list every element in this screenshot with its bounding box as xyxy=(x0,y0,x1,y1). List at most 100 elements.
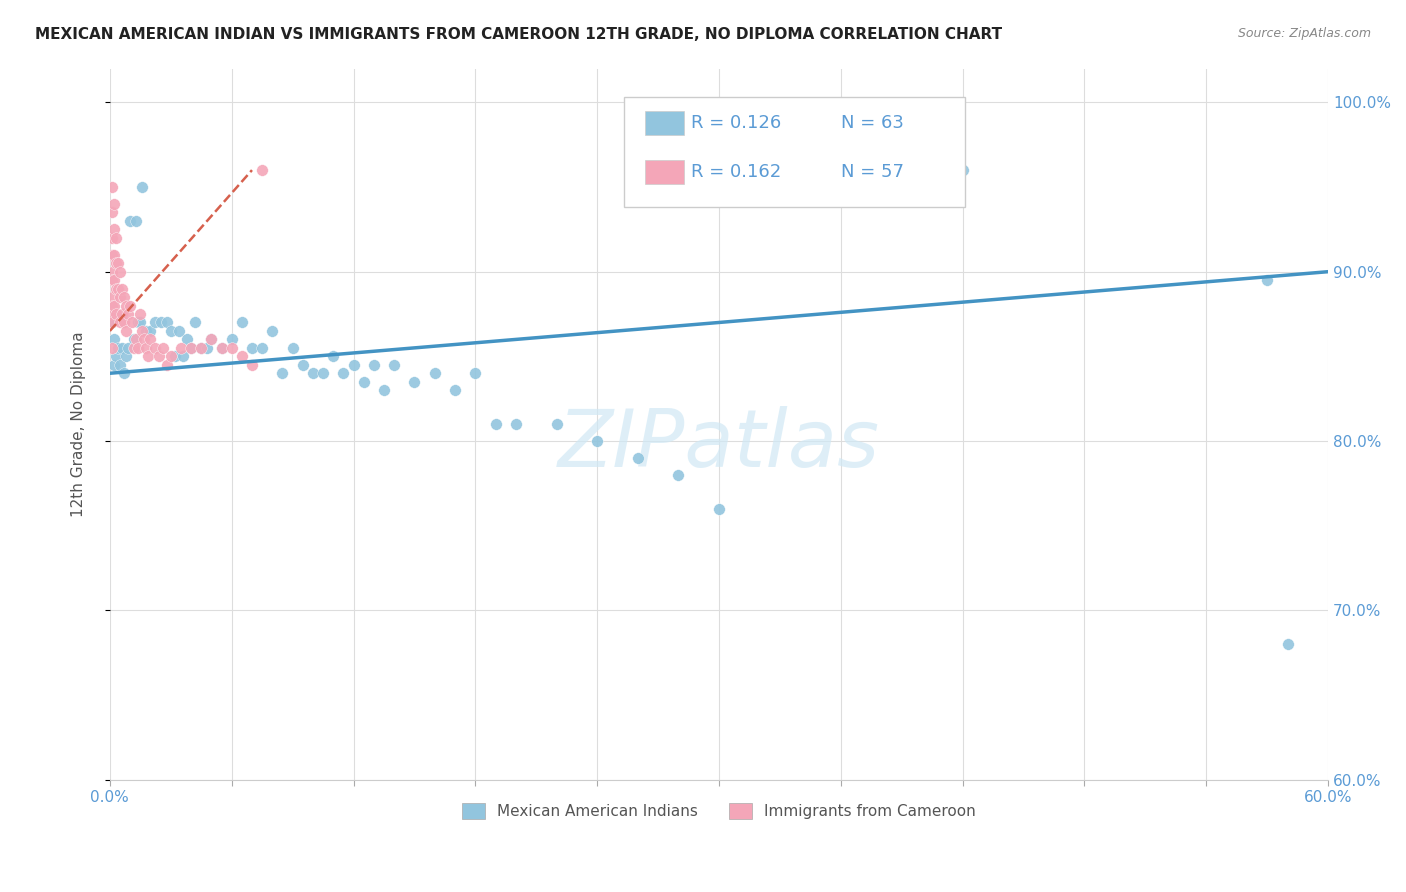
Point xyxy=(231,316,253,330)
Point xyxy=(152,341,174,355)
Point xyxy=(195,341,218,355)
Point xyxy=(332,366,354,380)
Point xyxy=(138,349,160,363)
Point xyxy=(180,341,202,355)
Point xyxy=(1256,273,1278,287)
Point xyxy=(101,248,124,262)
Point xyxy=(342,358,364,372)
Point xyxy=(281,341,304,355)
Point xyxy=(271,366,294,380)
Point xyxy=(312,366,335,380)
Point xyxy=(156,316,179,330)
Point xyxy=(373,383,395,397)
Point xyxy=(546,417,568,431)
Point xyxy=(104,282,127,296)
Point xyxy=(108,290,131,304)
Point xyxy=(111,307,134,321)
Point xyxy=(101,205,124,219)
Point xyxy=(211,341,233,355)
Point xyxy=(135,324,157,338)
Point xyxy=(125,214,148,228)
Text: MEXICAN AMERICAN INDIAN VS IMMIGRANTS FROM CAMEROON 12TH GRADE, NO DIPLOMA CORRE: MEXICAN AMERICAN INDIAN VS IMMIGRANTS FR… xyxy=(35,27,1002,42)
Point xyxy=(129,307,152,321)
Point xyxy=(200,333,222,347)
Point xyxy=(121,316,143,330)
Point xyxy=(291,358,314,372)
Point xyxy=(101,316,124,330)
Point xyxy=(170,341,193,355)
FancyBboxPatch shape xyxy=(624,97,965,207)
Point xyxy=(149,316,172,330)
Point xyxy=(103,299,125,313)
Point xyxy=(112,316,135,330)
Point xyxy=(167,324,190,338)
Point xyxy=(322,349,344,363)
FancyBboxPatch shape xyxy=(645,112,683,136)
Point xyxy=(139,324,162,338)
Text: N = 63: N = 63 xyxy=(841,114,904,132)
Point xyxy=(127,316,149,330)
Point xyxy=(190,341,212,355)
Point xyxy=(666,467,689,482)
Point xyxy=(707,501,730,516)
Point xyxy=(505,417,527,431)
Text: N = 57: N = 57 xyxy=(841,162,904,180)
Point xyxy=(176,333,198,347)
Point xyxy=(952,163,974,178)
Point xyxy=(139,333,162,347)
Point xyxy=(129,316,152,330)
Point xyxy=(262,324,284,338)
Point xyxy=(107,341,129,355)
Point xyxy=(302,366,325,380)
Point xyxy=(250,163,273,178)
Point xyxy=(112,290,135,304)
Point xyxy=(485,417,508,431)
Point xyxy=(103,222,125,236)
Point xyxy=(101,299,124,313)
Text: R = 0.162: R = 0.162 xyxy=(690,162,782,180)
Point xyxy=(117,307,139,321)
Point xyxy=(250,341,273,355)
Point xyxy=(1277,637,1299,651)
Point xyxy=(586,434,609,448)
Point xyxy=(231,349,253,363)
Point xyxy=(184,316,207,330)
Point xyxy=(101,273,124,287)
Point xyxy=(627,450,650,465)
Point xyxy=(200,333,222,347)
Point xyxy=(148,349,170,363)
Point xyxy=(404,375,426,389)
Point xyxy=(103,273,125,287)
Text: R = 0.126: R = 0.126 xyxy=(690,114,782,132)
Point xyxy=(190,341,212,355)
Point xyxy=(115,299,138,313)
Point xyxy=(464,366,486,380)
Point xyxy=(108,316,131,330)
Legend: Mexican American Indians, Immigrants from Cameroon: Mexican American Indians, Immigrants fro… xyxy=(456,797,981,825)
Point xyxy=(240,358,263,372)
Point xyxy=(240,341,263,355)
Point xyxy=(103,358,125,372)
Point xyxy=(120,299,142,313)
Point xyxy=(122,333,145,347)
Point xyxy=(103,248,125,262)
Point xyxy=(101,341,124,355)
Point xyxy=(211,341,233,355)
Point xyxy=(135,341,157,355)
Point xyxy=(117,341,139,355)
FancyBboxPatch shape xyxy=(645,160,683,184)
Point xyxy=(101,290,124,304)
Point xyxy=(131,324,153,338)
Point xyxy=(159,349,181,363)
Text: ZIPatlas: ZIPatlas xyxy=(558,407,880,484)
Point xyxy=(104,231,127,245)
Point xyxy=(127,341,149,355)
Point xyxy=(122,341,145,355)
Point xyxy=(104,307,127,321)
Point xyxy=(423,366,446,380)
Point xyxy=(101,316,124,330)
Point xyxy=(444,383,467,397)
Point xyxy=(103,333,125,347)
Point xyxy=(143,316,166,330)
Point xyxy=(101,265,124,279)
